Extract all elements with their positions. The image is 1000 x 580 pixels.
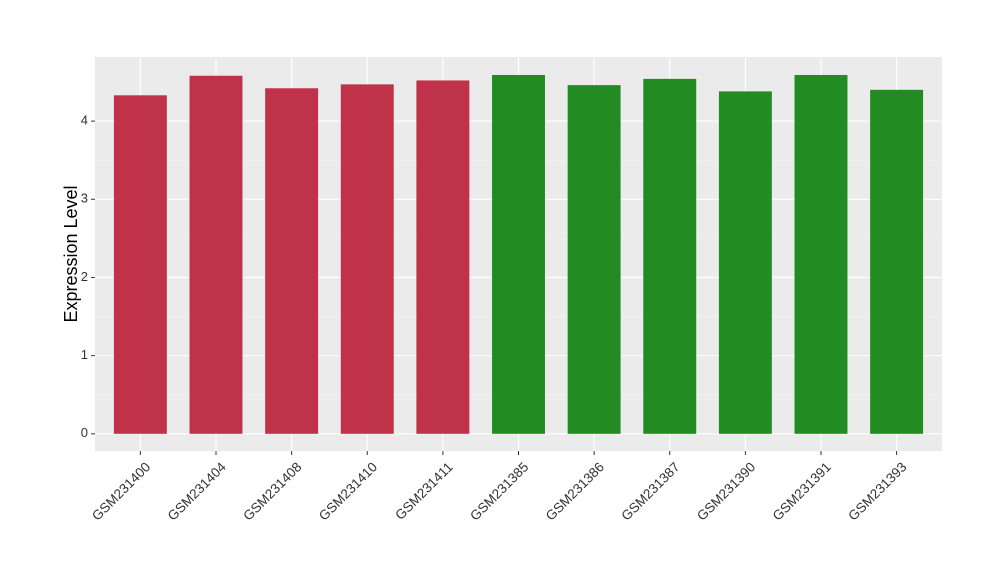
x-tick-label: GSM231408 — [240, 459, 304, 523]
y-tick-label: 1 — [81, 347, 88, 362]
y-tick-label: 0 — [81, 425, 88, 440]
x-tick-label: GSM231387 — [618, 459, 682, 523]
bar — [870, 89, 924, 434]
y-tick-label: 2 — [81, 269, 88, 284]
x-tick-label: GSM231386 — [543, 459, 607, 523]
bar — [492, 74, 545, 434]
bar — [567, 85, 621, 434]
bar — [718, 91, 772, 434]
x-tick-label: GSM231411 — [392, 459, 456, 523]
bar — [340, 84, 394, 434]
x-tick-label: GSM231410 — [316, 459, 380, 523]
bar — [113, 95, 167, 434]
bar — [643, 78, 697, 434]
x-tick-label: GSM231385 — [467, 459, 531, 523]
x-tick-label: GSM231393 — [845, 459, 909, 523]
y-tick-label: 4 — [81, 113, 88, 128]
x-tick-label: GSM231391 — [770, 459, 834, 523]
x-tick-label: GSM231404 — [165, 459, 230, 524]
bar — [416, 80, 470, 434]
bar — [189, 75, 243, 434]
x-tick-label: GSM231400 — [89, 459, 153, 523]
x-tick-label: GSM231390 — [694, 459, 758, 523]
bar — [794, 74, 848, 434]
y-axis-title: Expression Level — [61, 185, 81, 322]
y-tick-label: 3 — [81, 191, 88, 206]
bar — [265, 88, 319, 434]
